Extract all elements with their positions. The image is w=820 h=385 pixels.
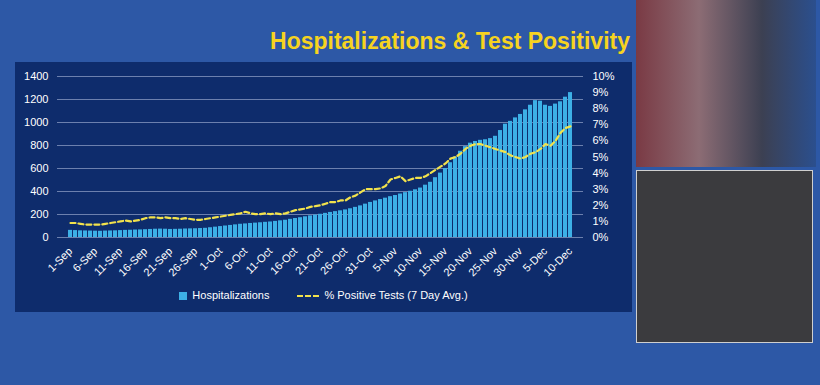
svg-text:9%: 9% xyxy=(593,86,609,98)
svg-text:15-Nov: 15-Nov xyxy=(415,244,450,279)
html-text:Hospitalizations & Test Positi: Hospitalizations & Test Positivity xyxy=(270,28,630,54)
svg-text:5-Dec: 5-Dec xyxy=(520,244,550,274)
svg-text:1-Oct: 1-Oct xyxy=(197,245,225,273)
svg-text:10%: 10% xyxy=(593,70,615,82)
svg-text:1%: 1% xyxy=(593,215,609,227)
svg-text:6-Oct: 6-Oct xyxy=(221,244,250,273)
svg-text:5-Nov: 5-Nov xyxy=(370,244,400,274)
svg-text:16-Sep: 16-Sep xyxy=(115,244,150,279)
svg-text:800: 800 xyxy=(30,139,48,151)
svg-text:7%: 7% xyxy=(593,118,609,130)
svg-text:600: 600 xyxy=(30,162,48,174)
svg-text:11-Sep: 11-Sep xyxy=(91,244,125,278)
svg-text:25-Nov: 25-Nov xyxy=(465,244,500,279)
svg-text:4%: 4% xyxy=(593,167,609,179)
svg-text:26-Oct: 26-Oct xyxy=(318,245,350,277)
svg-text:30-Nov: 30-Nov xyxy=(491,244,525,278)
svg-text:21-Sep: 21-Sep xyxy=(140,244,175,279)
svg-text:400: 400 xyxy=(30,185,48,197)
svg-text:1000: 1000 xyxy=(24,116,48,128)
svg-text:8%: 8% xyxy=(593,102,609,114)
svg-text:6%: 6% xyxy=(593,134,609,146)
html-text:% Positive Tests (7 Day Avg.): % Positive Tests (7 Day Avg.) xyxy=(324,289,468,302)
svg-text:11-Oct: 11-Oct xyxy=(243,244,275,276)
svg-text:5%: 5% xyxy=(593,151,609,163)
svg-text:26-Sep: 26-Sep xyxy=(166,245,200,279)
svg-text:3%: 3% xyxy=(593,183,609,195)
svg-text:1-Sep: 1-Sep xyxy=(45,245,74,274)
svg-text:10-Nov: 10-Nov xyxy=(390,244,425,279)
svg-text:2%: 2% xyxy=(593,199,609,211)
svg-text:200: 200 xyxy=(30,208,48,220)
svg-text:1400: 1400 xyxy=(24,70,48,82)
svg-text:0: 0 xyxy=(42,231,48,243)
svg-text:0%: 0% xyxy=(593,231,609,243)
svg-text:6-Sep: 6-Sep xyxy=(70,244,100,274)
svg-text:16-Oct: 16-Oct xyxy=(268,245,300,277)
svg-text:1200: 1200 xyxy=(24,93,48,105)
svg-text:10-Dec: 10-Dec xyxy=(541,244,575,278)
svg-text:31-Oct: 31-Oct xyxy=(343,245,375,277)
svg-text:21-Oct: 21-Oct xyxy=(293,245,325,277)
html-text:Hospitalizations: Hospitalizations xyxy=(192,289,270,302)
svg-text:20-Nov: 20-Nov xyxy=(440,244,475,279)
